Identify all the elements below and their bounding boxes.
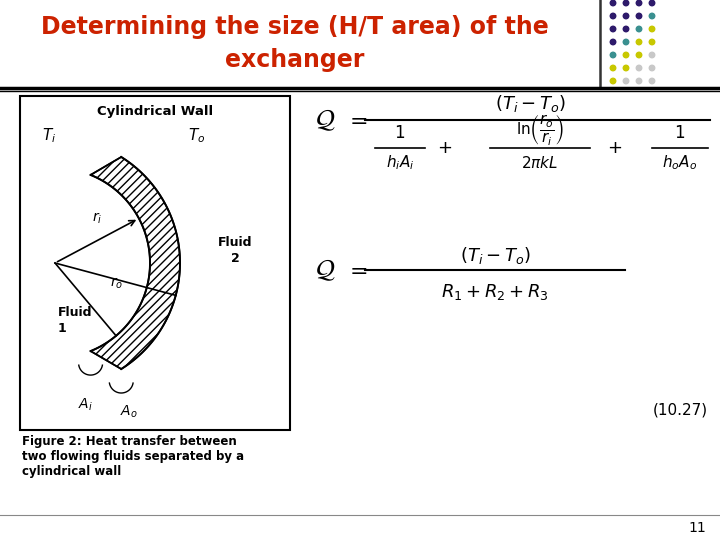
Circle shape: [649, 39, 654, 45]
Text: $A_i$: $A_i$: [78, 397, 93, 413]
Text: $\ln\!\left(\dfrac{r_o}{r_i}\right)$: $\ln\!\left(\dfrac{r_o}{r_i}\right)$: [516, 112, 564, 147]
Circle shape: [636, 39, 642, 45]
Text: $+$: $+$: [608, 139, 623, 157]
Text: 2: 2: [230, 252, 239, 265]
Circle shape: [649, 65, 654, 71]
Circle shape: [636, 26, 642, 32]
Text: $+$: $+$: [438, 139, 453, 157]
Circle shape: [624, 52, 629, 58]
Circle shape: [611, 39, 616, 45]
Circle shape: [649, 78, 654, 84]
Circle shape: [624, 14, 629, 19]
Circle shape: [611, 0, 616, 6]
Text: $1$: $1$: [395, 125, 405, 143]
Circle shape: [636, 52, 642, 58]
Text: $=$: $=$: [345, 259, 368, 281]
Circle shape: [624, 65, 629, 71]
Circle shape: [636, 0, 642, 6]
Text: $A_o$: $A_o$: [120, 404, 138, 420]
Text: $1$: $1$: [675, 125, 685, 143]
Text: $=$: $=$: [345, 109, 368, 131]
Text: 1: 1: [58, 322, 67, 335]
Circle shape: [611, 52, 616, 58]
Text: $\mathcal{Q}$: $\mathcal{Q}$: [315, 257, 336, 283]
Circle shape: [611, 65, 616, 71]
Circle shape: [624, 39, 629, 45]
Bar: [20, 96, 290, 430]
Circle shape: [636, 14, 642, 19]
Circle shape: [611, 26, 616, 32]
Text: $r_o$: $r_o$: [110, 275, 124, 291]
Circle shape: [624, 26, 629, 32]
Text: 11: 11: [688, 521, 706, 535]
Circle shape: [649, 14, 654, 19]
Circle shape: [624, 0, 629, 6]
Text: $r_i$: $r_i$: [92, 210, 102, 226]
Text: $\mathcal{Q}$: $\mathcal{Q}$: [315, 107, 336, 133]
Text: $T_o$: $T_o$: [188, 127, 205, 145]
Text: $(T_i-T_o)$: $(T_i-T_o)$: [495, 93, 565, 114]
Polygon shape: [91, 157, 180, 369]
Text: $h_iA_i$: $h_iA_i$: [386, 154, 414, 172]
Text: (10.27): (10.27): [653, 402, 708, 417]
Text: Fluid: Fluid: [58, 307, 92, 320]
Circle shape: [649, 0, 654, 6]
Text: $R_1+R_2+R_3$: $R_1+R_2+R_3$: [441, 282, 549, 302]
Circle shape: [636, 78, 642, 84]
Text: $(T_i-T_o)$: $(T_i-T_o)$: [459, 245, 531, 266]
Text: Cylindrical Wall: Cylindrical Wall: [97, 105, 213, 118]
Text: Determining the size (H/T area) of the: Determining the size (H/T area) of the: [41, 15, 549, 39]
Circle shape: [611, 14, 616, 19]
Circle shape: [624, 78, 629, 84]
Circle shape: [649, 26, 654, 32]
Circle shape: [636, 65, 642, 71]
Text: $2\pi kL$: $2\pi kL$: [521, 155, 559, 171]
Text: Figure 2: Heat transfer between
two flowing fluids separated by a
cylindrical wa: Figure 2: Heat transfer between two flow…: [22, 435, 244, 478]
Circle shape: [611, 78, 616, 84]
Text: exchanger: exchanger: [225, 48, 365, 72]
Circle shape: [649, 52, 654, 58]
Text: $h_oA_o$: $h_oA_o$: [662, 154, 698, 172]
Text: Fluid: Fluid: [217, 237, 252, 249]
Text: $T_i$: $T_i$: [42, 127, 56, 145]
